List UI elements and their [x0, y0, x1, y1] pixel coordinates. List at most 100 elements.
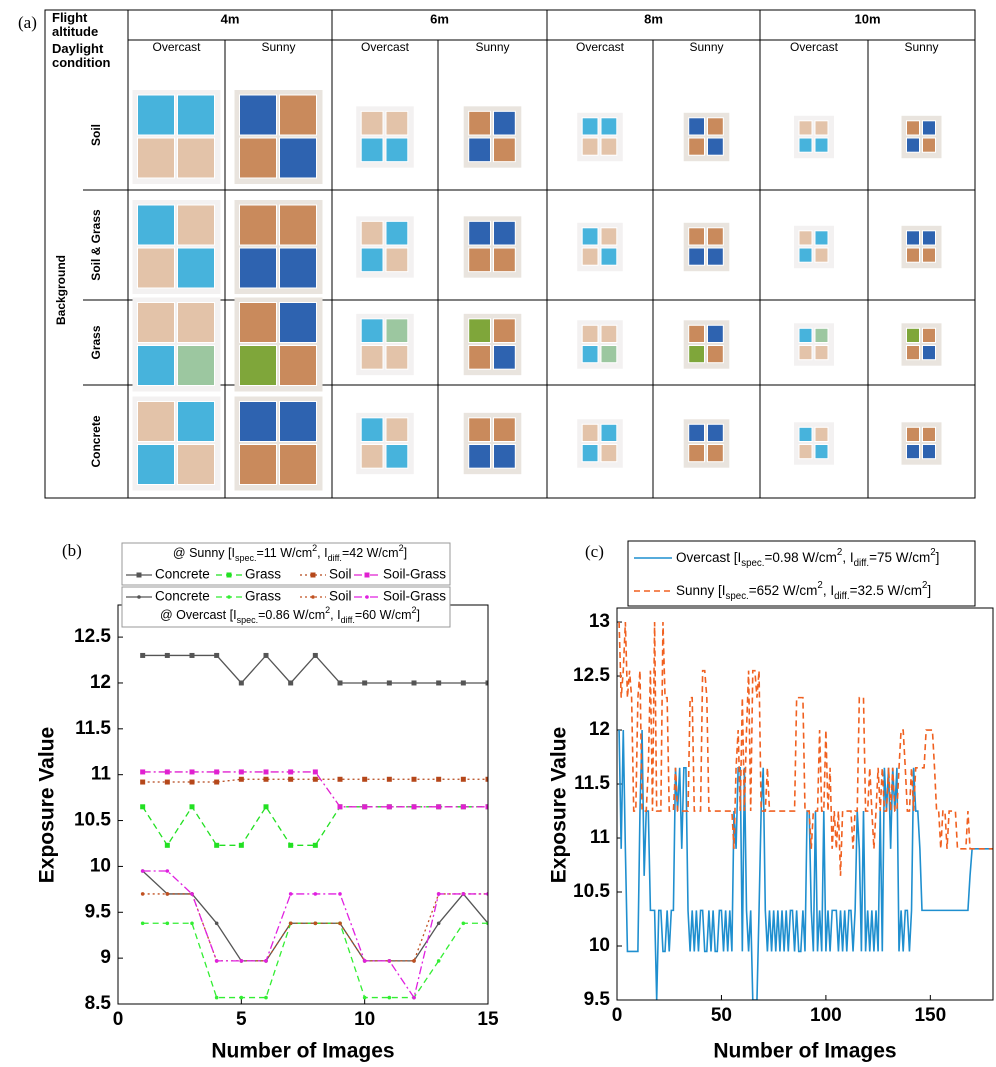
thumbnail [799, 138, 812, 152]
thumbnail [708, 424, 724, 441]
marker [239, 680, 244, 685]
thumbnail [138, 248, 175, 288]
marker [388, 959, 392, 963]
thumbnail [815, 328, 828, 342]
x-tick-label: 0 [113, 1009, 124, 1030]
marker [214, 769, 219, 774]
thumbnail [815, 231, 828, 245]
legend-text-part: spec. [741, 558, 764, 569]
thumbnail [689, 118, 705, 135]
marker [215, 959, 219, 963]
marker [264, 804, 269, 809]
thumbnail [240, 138, 277, 178]
legend-text-part: =0.86 W/cm [258, 608, 325, 622]
thumbnail [601, 445, 617, 462]
header-cell: Flight altitude [52, 11, 120, 39]
marker [264, 777, 269, 782]
marker [190, 921, 194, 925]
thumbnail [361, 418, 383, 442]
thumbnail [708, 248, 724, 265]
thumbnails [133, 90, 942, 491]
condition-header: Overcast [790, 40, 839, 54]
marker [165, 780, 170, 785]
y-tick-label: 9.5 [85, 901, 112, 922]
thumbnail [494, 221, 516, 245]
marker [313, 777, 318, 782]
legend-text-part: , I [842, 550, 853, 565]
thumbnail [799, 231, 812, 245]
thumbnail [708, 346, 724, 363]
marker [141, 869, 145, 873]
marker [190, 804, 195, 809]
altitude-header: 10m [854, 11, 880, 26]
legend-label: Soil [329, 589, 352, 604]
marker [436, 680, 441, 685]
marker [166, 921, 170, 925]
thumbnail [582, 445, 598, 462]
marker [140, 653, 145, 658]
y-tick-label: 11 [590, 827, 611, 848]
thumbnail [469, 248, 491, 272]
marker [437, 892, 441, 896]
x-tick-label: 50 [711, 1005, 732, 1026]
thumbnail [494, 111, 516, 135]
y-tick-label: 8.5 [85, 993, 112, 1014]
thumbnail [582, 248, 598, 265]
marker [412, 959, 416, 963]
legend-text-part: , I [330, 608, 340, 622]
legend-label: Grass [245, 589, 281, 604]
marker [166, 869, 170, 873]
y-tick-label: 12 [589, 719, 610, 740]
thumbnail [280, 303, 317, 343]
y-tick-label: 11 [91, 764, 112, 785]
marker [462, 921, 466, 925]
thumbnail [240, 445, 277, 485]
marker [264, 959, 268, 963]
thumbnail [923, 248, 936, 262]
marker [190, 769, 195, 774]
marker [165, 843, 170, 848]
thumbnail [386, 319, 408, 343]
y-tick-label: 12 [90, 672, 111, 693]
thumbnail [178, 445, 215, 485]
thumbnail [907, 328, 920, 342]
thumbnail [923, 328, 936, 342]
thumbnail [799, 248, 812, 262]
marker [338, 777, 343, 782]
thumbnail [689, 228, 705, 245]
marker [362, 777, 367, 782]
marker [436, 777, 441, 782]
thumbnail [907, 231, 920, 245]
thumbnail [582, 118, 598, 135]
legend-text-part: =652 W/cm [749, 583, 818, 598]
thumbnail [386, 138, 408, 162]
marker [140, 804, 145, 809]
marker [264, 653, 269, 658]
thumbnail [799, 121, 812, 135]
marker [461, 777, 466, 782]
legend-text-part: =11 W/cm [256, 546, 312, 560]
legend-text-part: ] [404, 546, 407, 560]
marker [289, 892, 293, 896]
legend-text-part: @ Overcast [I [160, 608, 237, 622]
thumbnail [178, 303, 215, 343]
thumbnail [708, 228, 724, 245]
thumbnail [178, 402, 215, 442]
y-tick-label: 9.5 [584, 989, 611, 1010]
thumbnail [799, 445, 812, 459]
condition-header: Sunny [904, 40, 938, 54]
x-axis-label: Number of Images [211, 1040, 394, 1063]
condition-header: Sunny [689, 40, 723, 54]
marker [239, 769, 244, 774]
thumbnail [815, 138, 828, 152]
thumbnail [799, 427, 812, 441]
marker [239, 843, 244, 848]
marker [461, 804, 466, 809]
legend-label: Concrete [155, 589, 210, 604]
legend-marker [227, 595, 231, 599]
marker [165, 769, 170, 774]
thumbnail [689, 424, 705, 441]
thumbnail [280, 346, 317, 386]
marker [388, 996, 392, 1000]
y-tick-label: 11.5 [574, 773, 610, 794]
